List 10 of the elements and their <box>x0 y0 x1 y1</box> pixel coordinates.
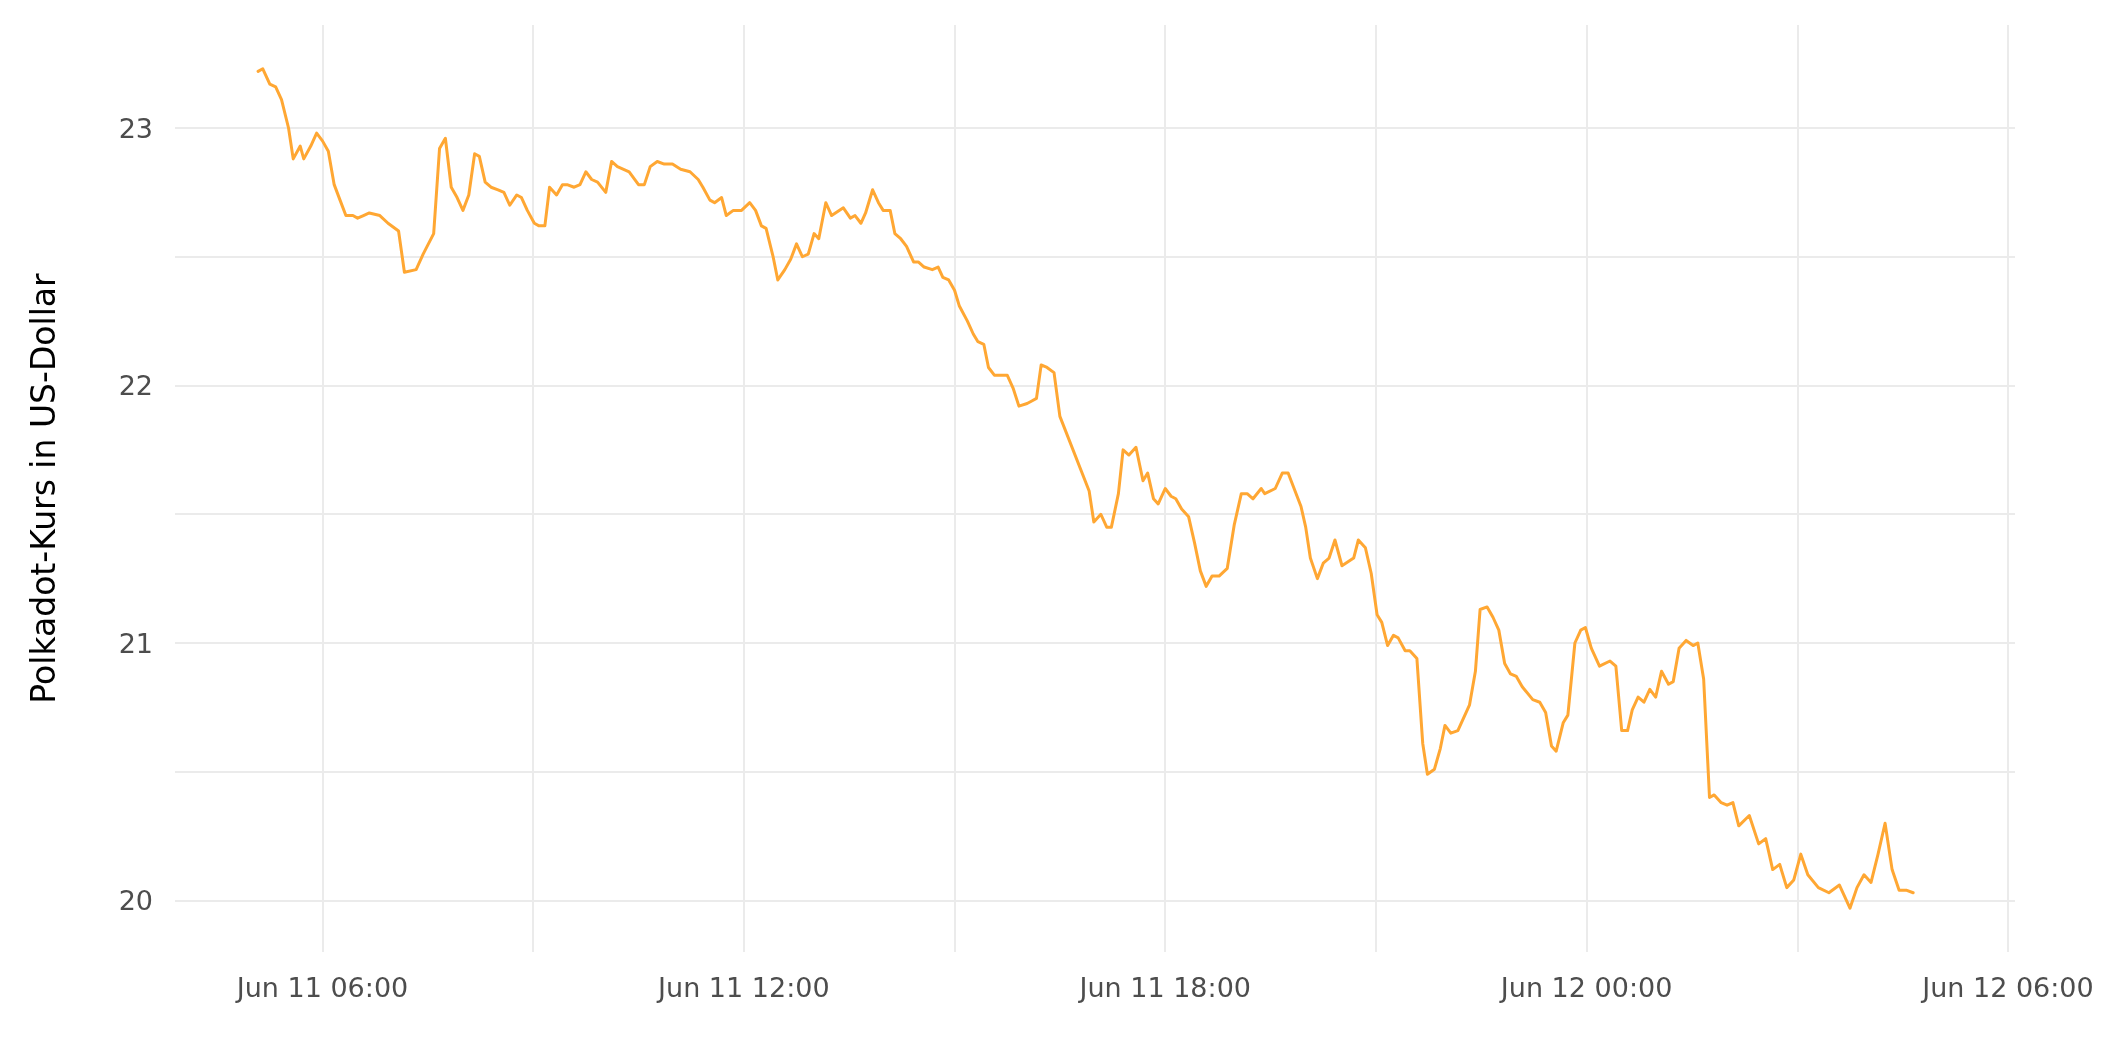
y-tick-label: 23 <box>118 112 153 144</box>
y-tick-label: 21 <box>118 627 153 659</box>
x-tick-label: Jun 12 00:00 <box>1498 972 1673 1003</box>
y-tick-label: 22 <box>118 370 153 401</box>
x-tick-label: Jun 11 12:00 <box>656 972 830 1003</box>
x-tick-label: Jun 11 06:00 <box>234 972 409 1003</box>
x-tick-label: Jun 11 18:00 <box>1077 972 1251 1003</box>
x-tick-label: Jun 12 06:00 <box>1920 972 2094 1003</box>
y-axis-title: Polkadot-Kurs in US-Dollar <box>24 272 63 704</box>
y-tick-label: 20 <box>118 885 153 916</box>
